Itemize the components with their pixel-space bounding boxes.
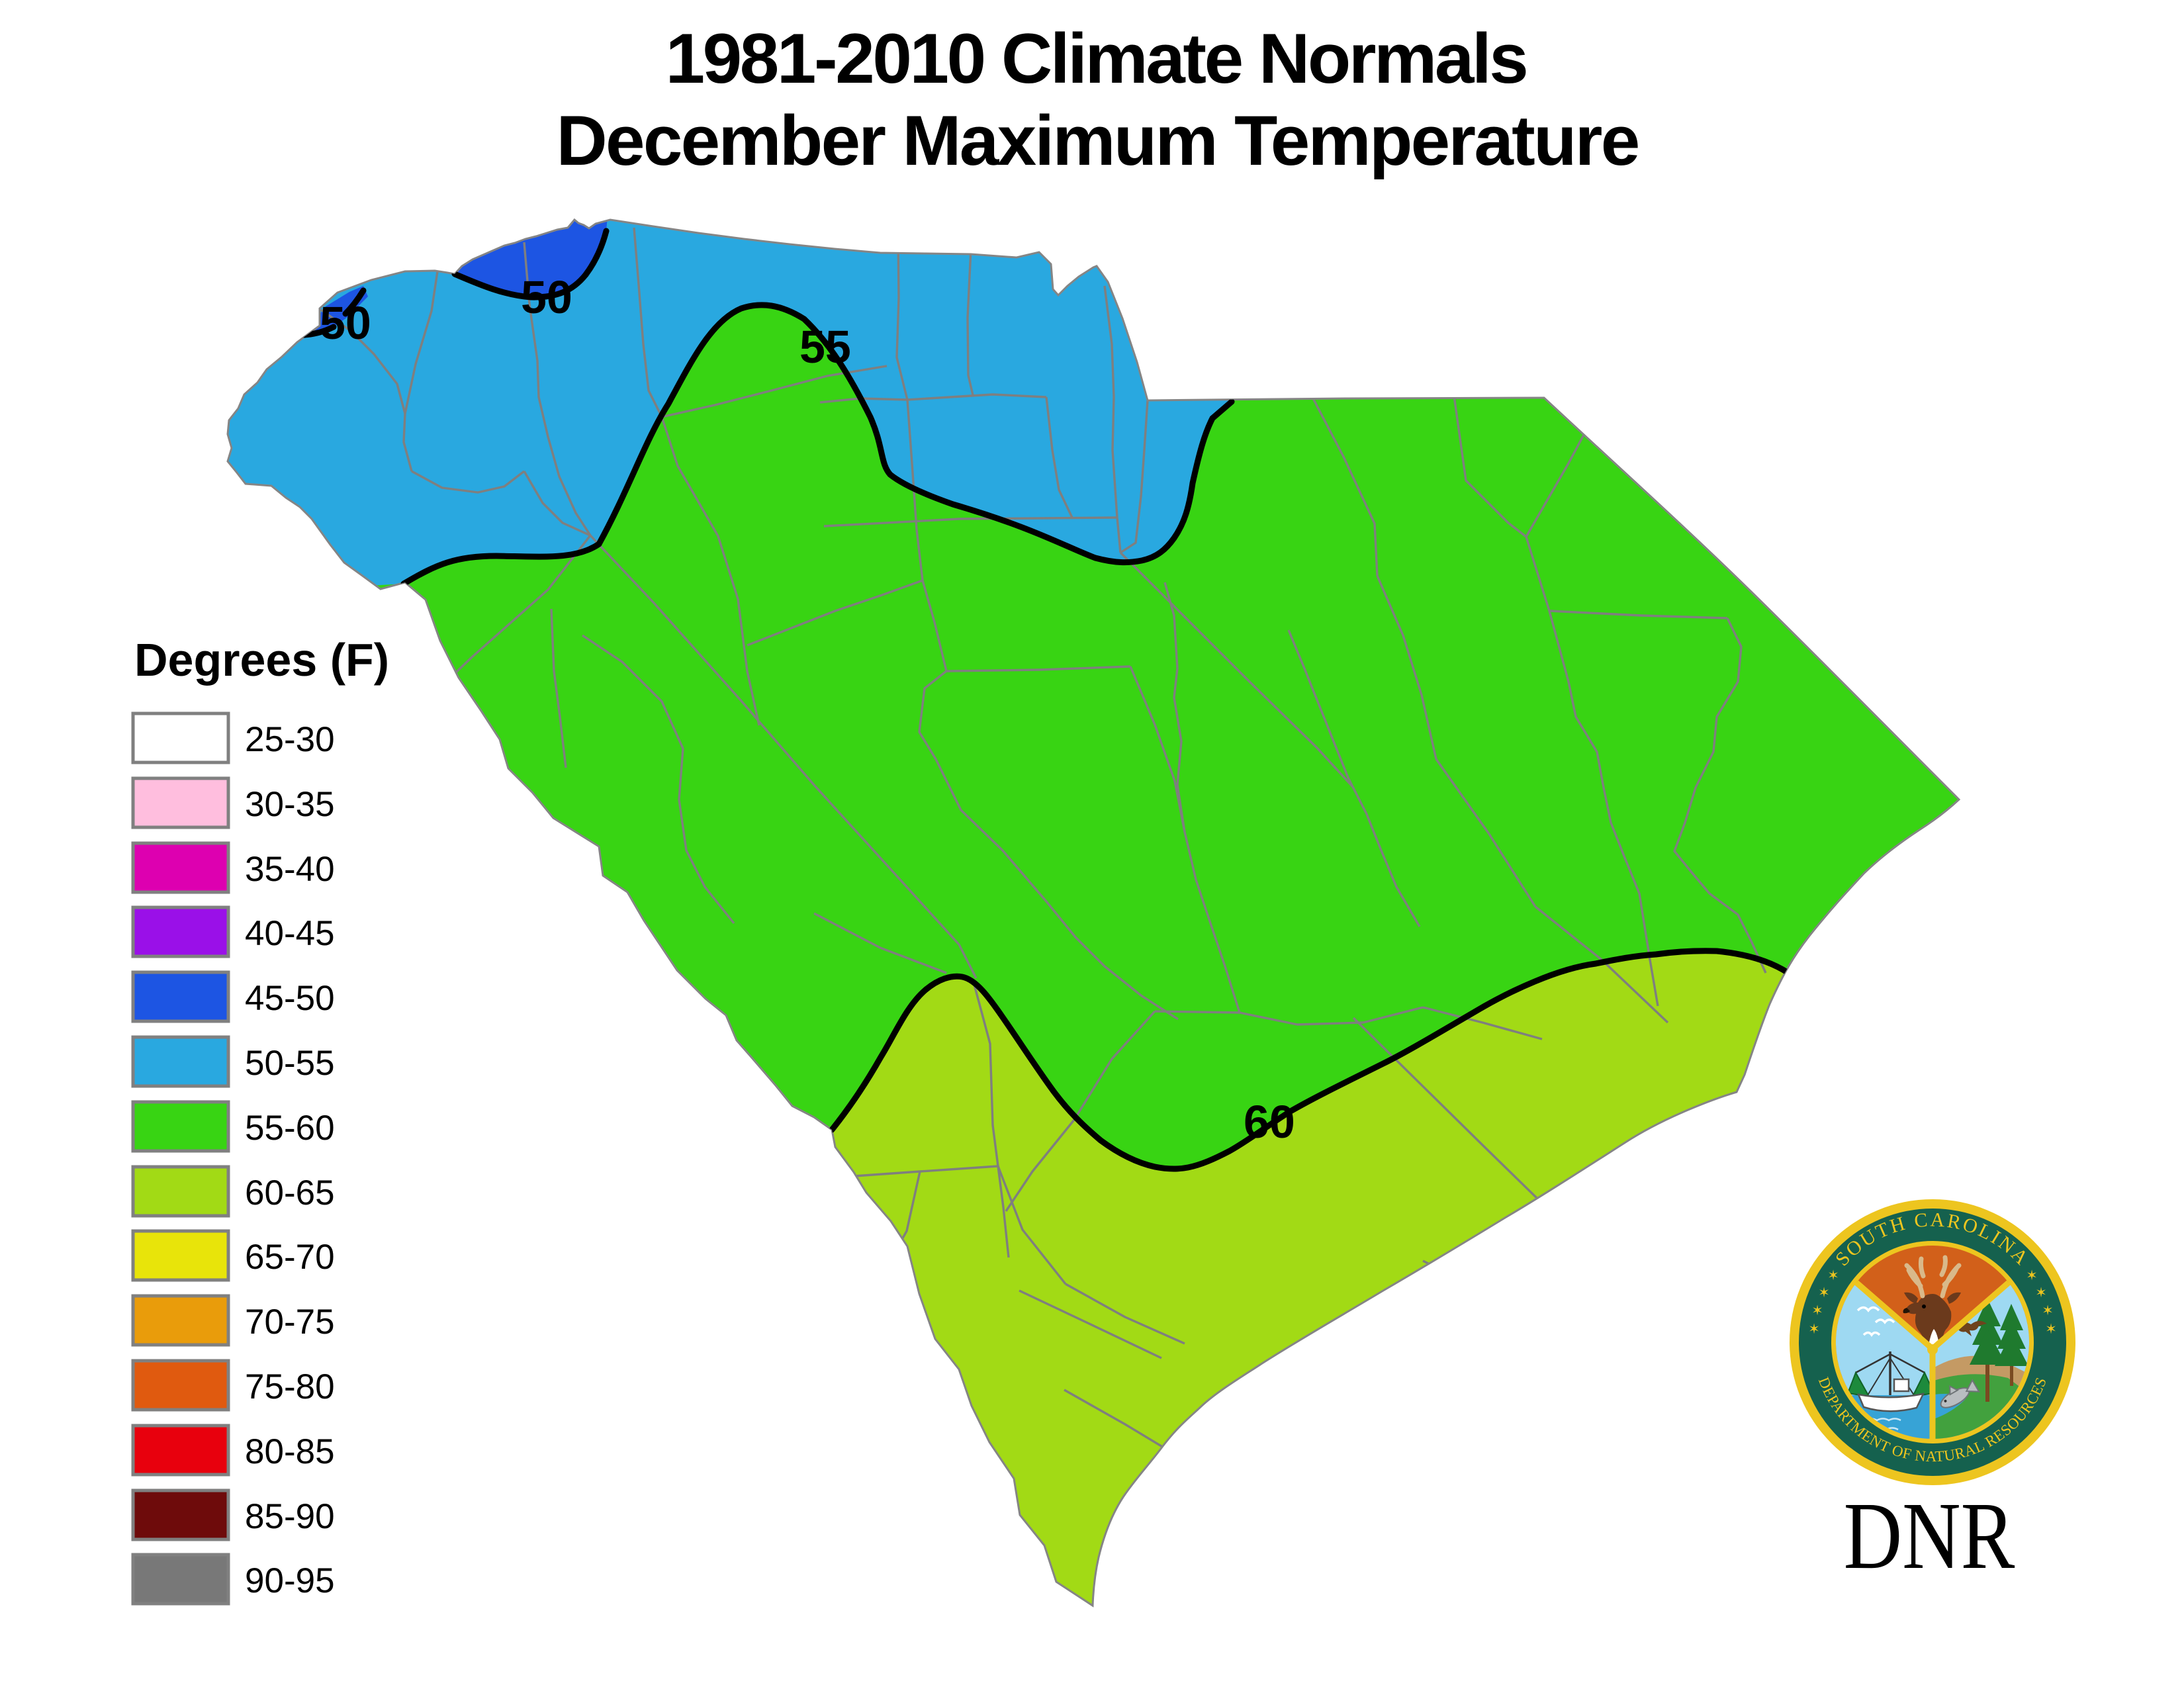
- svg-text:45-50: 45-50: [245, 979, 335, 1018]
- svg-text:85-90: 85-90: [245, 1497, 335, 1536]
- svg-text:✶: ✶: [1827, 1268, 1839, 1283]
- svg-text:35-40: 35-40: [245, 850, 335, 889]
- svg-text:DNR: DNR: [1844, 1483, 2015, 1589]
- svg-text:30-35: 30-35: [245, 785, 335, 824]
- svg-text:55-60: 55-60: [245, 1109, 335, 1148]
- svg-text:90-95: 90-95: [245, 1561, 335, 1600]
- svg-text:50-55: 50-55: [245, 1044, 335, 1083]
- svg-text:75-80: 75-80: [245, 1367, 335, 1406]
- svg-text:40-45: 40-45: [245, 914, 335, 953]
- svg-text:December Maximum Temperature: December Maximum Temperature: [556, 101, 1638, 180]
- svg-text:Degrees (F): Degrees (F): [134, 634, 389, 686]
- svg-text:50: 50: [320, 297, 371, 349]
- svg-text:✶: ✶: [1808, 1322, 1820, 1337]
- svg-text:✶: ✶: [1811, 1303, 1823, 1318]
- svg-text:60-65: 60-65: [245, 1173, 335, 1212]
- svg-text:65-70: 65-70: [245, 1238, 335, 1277]
- svg-text:✶: ✶: [2026, 1268, 2038, 1283]
- svg-text:25-30: 25-30: [245, 720, 335, 759]
- svg-text:✶: ✶: [2045, 1322, 2057, 1337]
- svg-text:✶: ✶: [2035, 1285, 2047, 1301]
- svg-text:60: 60: [1244, 1096, 1295, 1148]
- svg-text:✶: ✶: [1818, 1285, 1830, 1301]
- svg-text:✶: ✶: [2042, 1303, 2054, 1318]
- svg-text:70-75: 70-75: [245, 1303, 335, 1342]
- svg-text:55: 55: [799, 321, 851, 373]
- svg-text:50: 50: [521, 271, 572, 323]
- svg-text:80-85: 80-85: [245, 1432, 335, 1471]
- svg-text:1981-2010 Climate Normals: 1981-2010 Climate Normals: [666, 19, 1527, 98]
